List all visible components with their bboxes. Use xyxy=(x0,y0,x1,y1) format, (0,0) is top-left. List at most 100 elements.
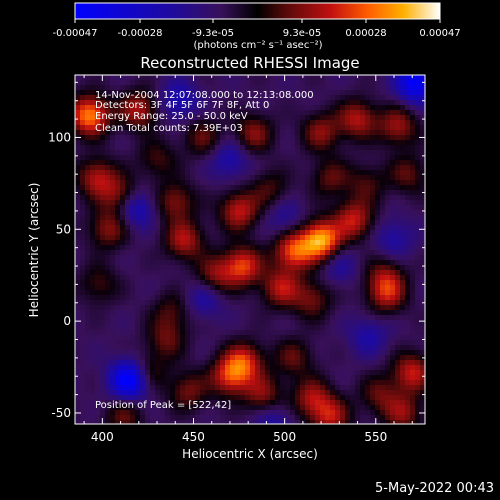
heatmap-cell xyxy=(230,115,236,121)
heatmap-cell xyxy=(225,165,231,171)
heatmap-cell xyxy=(290,80,296,86)
heatmap-cell xyxy=(365,110,371,116)
heatmap-cell xyxy=(125,275,131,281)
heatmap-cell xyxy=(190,310,196,316)
heatmap-cell xyxy=(105,200,111,206)
heatmap-cell xyxy=(320,365,326,371)
heatmap-cell xyxy=(200,305,206,311)
heatmap-cell xyxy=(290,265,296,271)
heatmap-cell xyxy=(100,395,106,401)
heatmap-cell xyxy=(235,200,241,206)
heatmap-cell xyxy=(390,155,396,161)
heatmap-cell xyxy=(210,205,216,211)
heatmap-cell xyxy=(200,115,206,121)
heatmap-cell xyxy=(235,380,241,386)
heatmap-cell xyxy=(250,310,256,316)
heatmap-cell xyxy=(145,140,151,146)
heatmap-cell xyxy=(340,275,346,281)
heatmap-cell xyxy=(160,90,166,96)
heatmap-cell xyxy=(190,185,196,191)
heatmap-cell xyxy=(120,385,126,391)
heatmap-cell xyxy=(280,75,286,81)
heatmap-cell xyxy=(375,405,381,411)
heatmap-cell xyxy=(150,195,156,201)
heatmap-cell xyxy=(350,75,356,81)
heatmap-cell xyxy=(170,355,176,361)
heatmap-cell xyxy=(365,415,371,421)
heatmap-cell xyxy=(250,370,256,376)
heatmap-cell xyxy=(410,210,416,216)
heatmap-cell xyxy=(225,345,231,351)
heatmap-cell xyxy=(295,115,301,121)
heatmap-cell xyxy=(310,250,316,256)
heatmap-cell xyxy=(225,175,231,181)
heatmap-cell xyxy=(180,250,186,256)
heatmap-cell xyxy=(175,115,181,121)
heatmap-cell xyxy=(295,270,301,276)
heatmap-cell xyxy=(240,315,246,321)
heatmap-cell xyxy=(345,270,351,276)
heatmap-cell xyxy=(90,195,96,201)
heatmap-cell xyxy=(295,355,301,361)
heatmap-cell xyxy=(80,180,86,186)
heatmap-cell xyxy=(275,230,281,236)
heatmap-cell xyxy=(240,195,246,201)
heatmap-cell xyxy=(365,340,371,346)
heatmap-cell xyxy=(410,390,416,396)
heatmap-cell xyxy=(185,165,191,171)
heatmap-cell xyxy=(255,125,261,131)
heatmap-cell xyxy=(340,350,346,356)
heatmap-cell xyxy=(360,190,366,196)
heatmap-cell xyxy=(120,330,126,336)
heatmap-cell xyxy=(280,400,286,406)
heatmap-cell xyxy=(310,375,316,381)
heatmap-cell xyxy=(190,350,196,356)
heatmap-cell xyxy=(330,100,336,106)
heatmap-cell xyxy=(85,75,91,81)
heatmap-cell xyxy=(100,275,106,281)
heatmap-cell xyxy=(265,365,271,371)
heatmap-cell xyxy=(75,370,81,376)
heatmap-cell xyxy=(85,90,91,96)
heatmap-cell xyxy=(270,290,276,296)
heatmap-cell xyxy=(200,265,206,271)
heatmap-cell xyxy=(145,380,151,386)
heatmap-cell xyxy=(220,220,226,226)
heatmap-cell xyxy=(135,220,141,226)
heatmap-cell xyxy=(235,410,241,416)
heatmap-cell xyxy=(325,295,331,301)
heatmap-cell xyxy=(395,340,401,346)
heatmap-cell xyxy=(235,120,241,126)
heatmap-cell xyxy=(155,275,161,281)
heatmap-cell xyxy=(125,320,131,326)
heatmap-cell xyxy=(285,75,291,81)
heatmap-cell xyxy=(270,120,276,126)
heatmap-cell xyxy=(345,145,351,151)
heatmap-cell xyxy=(335,365,341,371)
heatmap-cell xyxy=(380,275,386,281)
heatmap-cell xyxy=(395,75,401,81)
heatmap-cell xyxy=(145,175,151,181)
heatmap-cell xyxy=(375,120,381,126)
heatmap-cell xyxy=(295,180,301,186)
heatmap-cell xyxy=(190,360,196,366)
heatmap-cell xyxy=(265,330,271,336)
heatmap-cell xyxy=(260,400,266,406)
heatmap-cell xyxy=(305,315,311,321)
heatmap-cell xyxy=(85,365,91,371)
heatmap-cell xyxy=(130,115,136,121)
heatmap-cell xyxy=(275,215,281,221)
heatmap-cell xyxy=(145,310,151,316)
heatmap-cell xyxy=(215,135,221,141)
heatmap-cell xyxy=(400,145,406,151)
colorbar-ticks: -0.00047 -0.00028 -9.3e-05 9.3e-05 0.00028 0.… xyxy=(53,19,461,39)
heatmap-cell xyxy=(190,225,196,231)
heatmap-cell xyxy=(220,280,226,286)
heatmap-cell xyxy=(240,305,246,311)
heatmap-cell xyxy=(155,135,161,141)
heatmap-cell xyxy=(130,140,136,146)
heatmap-cell xyxy=(330,115,336,121)
heatmap-cell xyxy=(80,365,86,371)
heatmap-cell xyxy=(220,285,226,291)
heatmap-cell xyxy=(325,355,331,361)
